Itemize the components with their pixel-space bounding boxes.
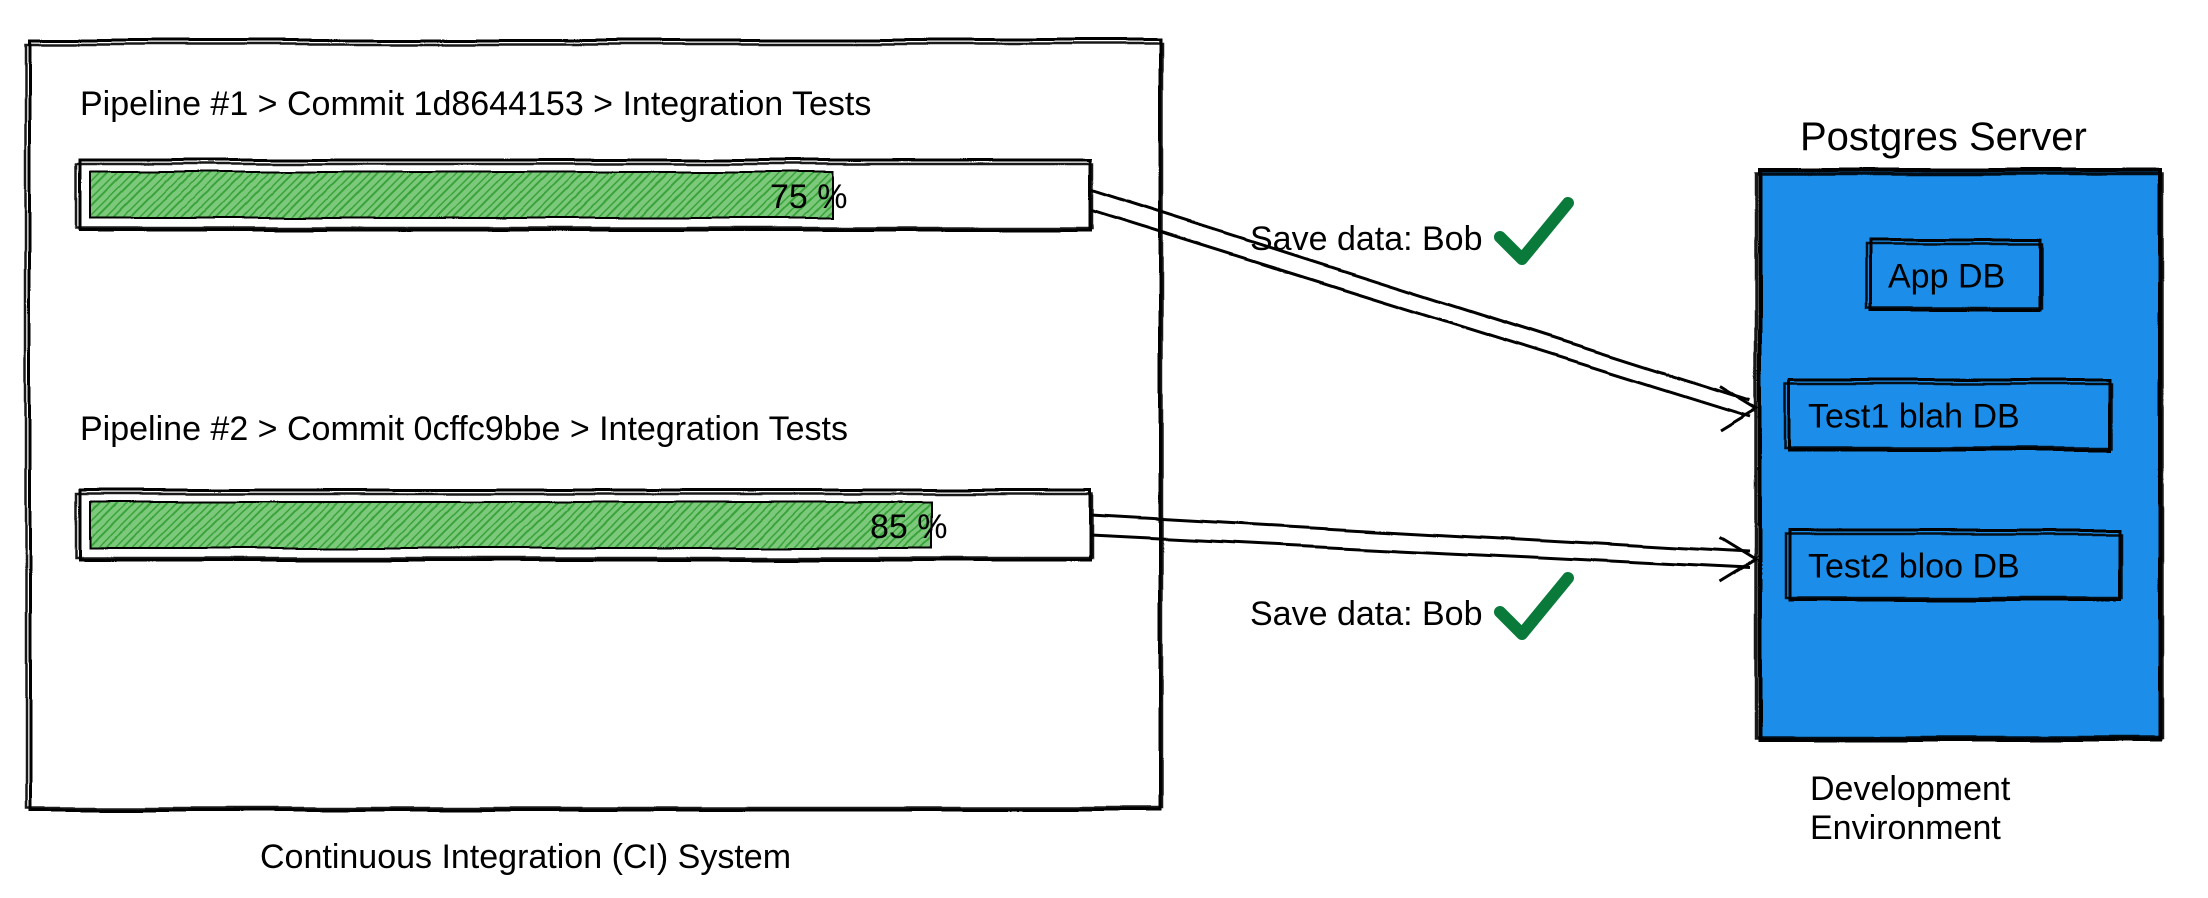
- check-icon: [1500, 578, 1568, 634]
- pipeline-breadcrumb: Pipeline #2 > Commit 0cffc9bbe > Integra…: [80, 410, 848, 448]
- server-title: Postgres Server: [1800, 115, 2087, 159]
- db-node-label: Test2 bloo DB: [1808, 548, 2020, 586]
- connector-arrow: [1090, 515, 1756, 582]
- db-node-label: Test1 blah DB: [1808, 398, 2020, 436]
- arrow-label: Save data: Bob: [1250, 595, 1483, 633]
- progress-fill: [90, 502, 932, 548]
- progress-percent: 85 %: [870, 508, 948, 546]
- check-icon: [1500, 203, 1568, 259]
- progress-percent: 75 %: [770, 178, 848, 216]
- db-node-label: App DB: [1888, 258, 2005, 296]
- ci-system-caption: Continuous Integration (CI) System: [260, 838, 791, 876]
- arrow-label: Save data: Bob: [1250, 220, 1483, 258]
- server-caption: DevelopmentEnvironment: [1810, 770, 2011, 847]
- pipeline-breadcrumb: Pipeline #1 > Commit 1d8644153 > Integra…: [80, 85, 871, 123]
- progress-fill: [90, 172, 833, 218]
- postgres-server-box: [1756, 170, 2162, 740]
